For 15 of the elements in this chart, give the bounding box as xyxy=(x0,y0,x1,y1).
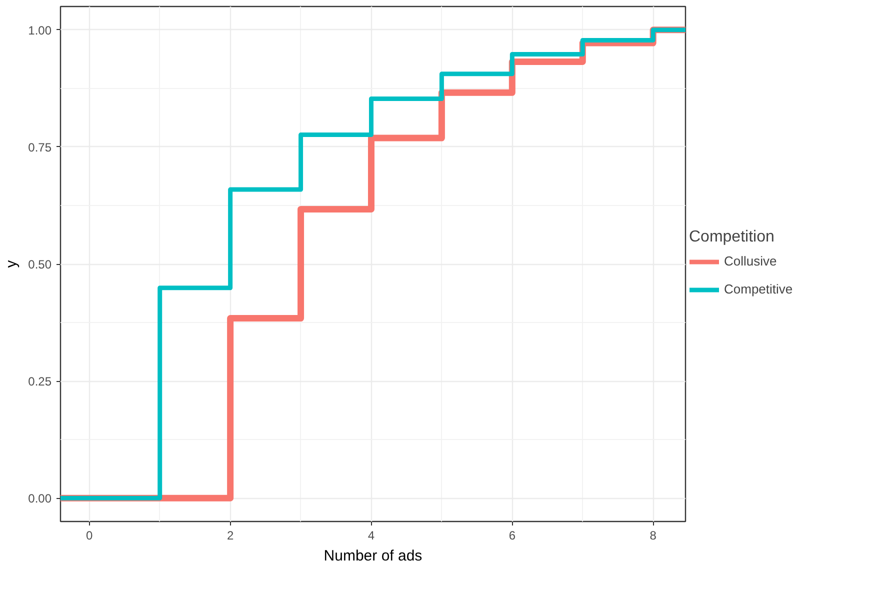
y-tick-label: 0.75 xyxy=(28,140,52,154)
y-axis-title: y xyxy=(3,260,20,268)
legend-title: Competition xyxy=(689,228,776,246)
x-tick-label: 4 xyxy=(368,528,375,542)
legend-label: Competitive xyxy=(724,282,793,296)
x-tick-label: 8 xyxy=(650,528,657,542)
y-tick-label: 0.50 xyxy=(28,258,52,272)
legend-label: Collusive xyxy=(724,254,777,268)
y-tick-label: 0.00 xyxy=(28,492,52,506)
y-tick-label: 1.00 xyxy=(28,23,52,38)
x-tick-label: 2 xyxy=(226,528,234,542)
x-axis-title: Number of ads xyxy=(324,548,422,564)
x-tick-label: 6 xyxy=(508,528,516,542)
x-tick-label: 0 xyxy=(86,528,94,542)
y-tick-label: 0.25 xyxy=(28,374,52,389)
